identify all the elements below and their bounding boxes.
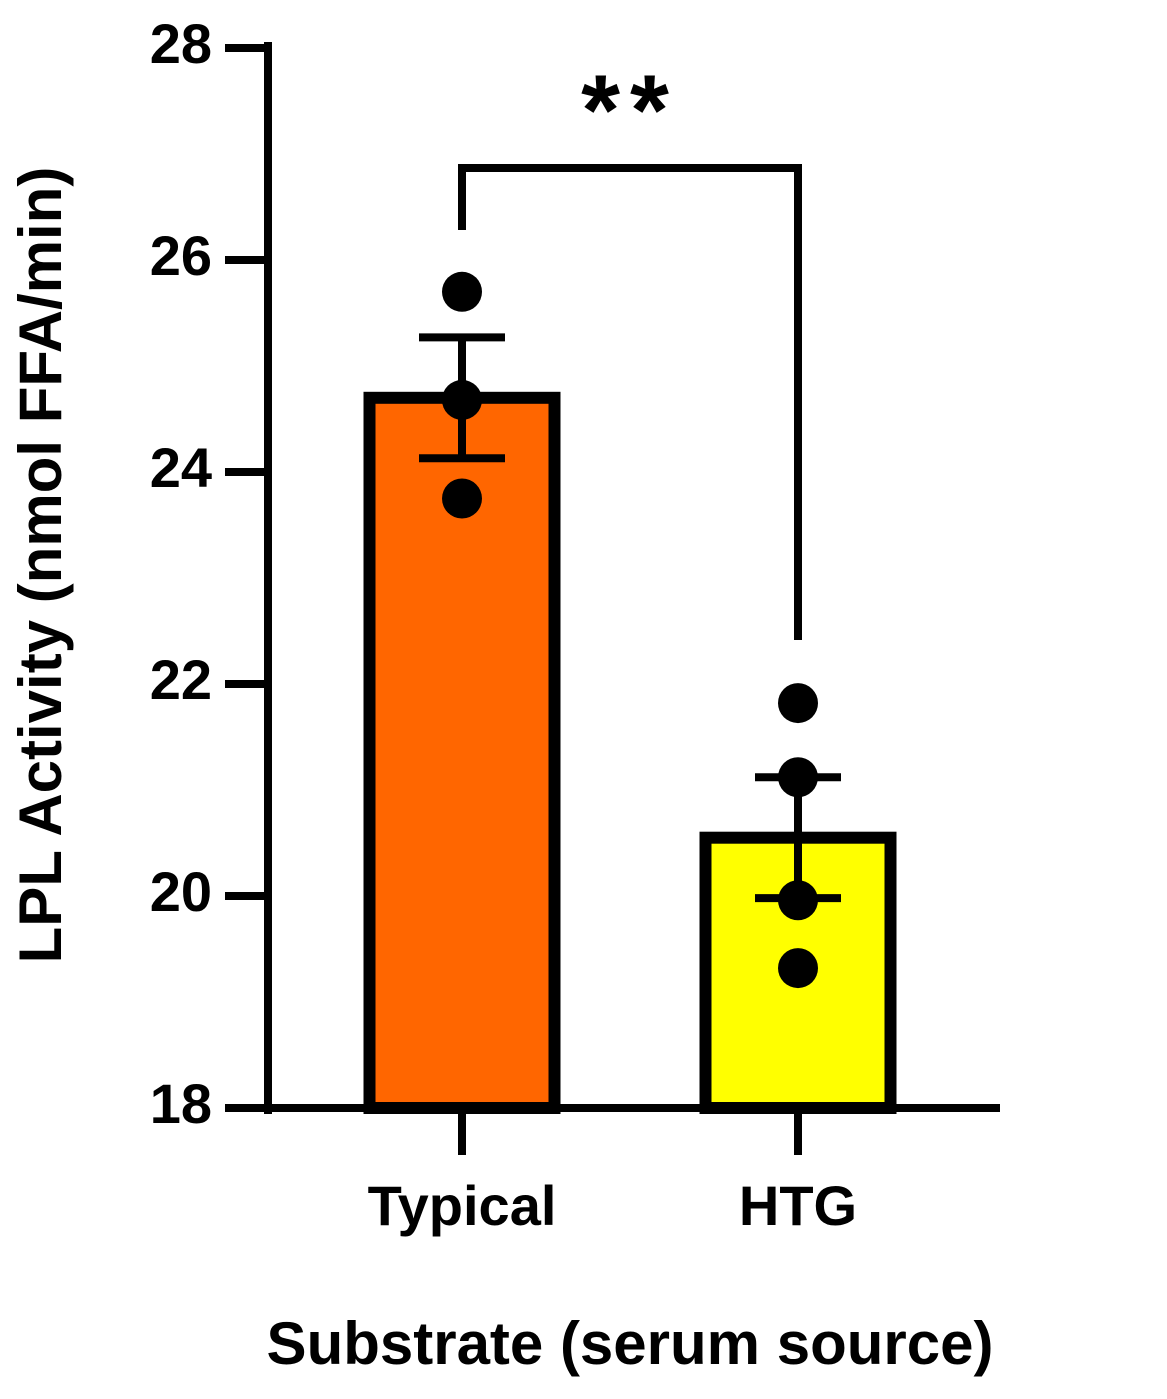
data-point bbox=[442, 478, 482, 519]
y-tick-label: 24 bbox=[150, 436, 212, 499]
y-tick-label: 20 bbox=[150, 860, 212, 923]
y-tick-label: 22 bbox=[150, 648, 212, 711]
x-tick-label: HTG bbox=[739, 1174, 857, 1237]
data-point bbox=[778, 683, 818, 724]
data-point bbox=[778, 948, 818, 989]
y-tick-label: 28 bbox=[150, 12, 212, 75]
y-axis-title: LPL Activity (nmol FFA/min) bbox=[7, 167, 74, 964]
x-tick-label: Typical bbox=[368, 1174, 557, 1237]
y-tick-label: 26 bbox=[150, 224, 212, 287]
y-tick-label: 18 bbox=[150, 1072, 212, 1135]
significance-bracket bbox=[458, 164, 802, 640]
data-point bbox=[442, 271, 482, 312]
significance-label: ** bbox=[581, 54, 679, 166]
x-axis-title: Substrate (serum source) bbox=[267, 1310, 994, 1377]
